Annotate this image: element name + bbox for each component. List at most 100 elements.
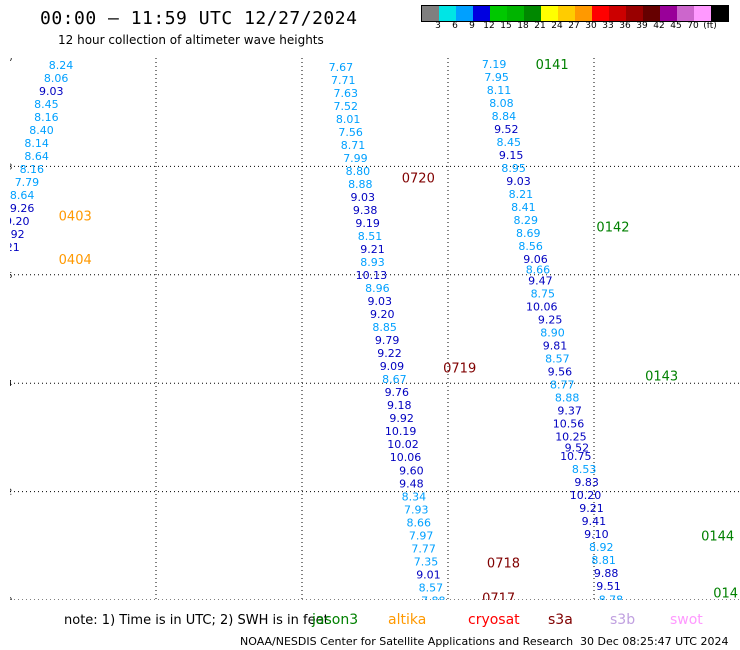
- wave-height-value: 9.37: [557, 405, 582, 418]
- wave-height-value: 10.56: [553, 418, 585, 431]
- wave-height-value: 7.88: [421, 594, 446, 600]
- color-swatch: [711, 6, 728, 21]
- wave-height-value: 8.11: [487, 84, 512, 97]
- wave-height-value: 10.75: [560, 450, 592, 463]
- pass-time-label: 0404: [59, 253, 92, 268]
- wave-height-value: 8.16: [20, 163, 45, 176]
- color-legend-label: 9: [469, 21, 475, 31]
- color-swatch: [524, 6, 541, 21]
- wave-height-value: 9.18: [387, 399, 412, 412]
- wave-height-value: 8.40: [29, 124, 54, 137]
- color-legend-label: 18: [517, 21, 529, 31]
- wave-height-value: 9.21: [579, 502, 604, 515]
- color-swatch: [626, 6, 643, 21]
- wave-height-value: 8.06: [44, 72, 69, 85]
- wave-height-value: 9.03: [39, 85, 64, 98]
- wave-height-value: 8.81: [591, 554, 616, 567]
- color-legend-label: 15: [500, 21, 512, 31]
- color-legend-label: 45: [670, 21, 682, 31]
- wave-height-value: 9.92: [10, 228, 25, 241]
- color-swatch: [507, 6, 524, 21]
- color-swatch: [473, 6, 490, 21]
- wave-height-value: 8.24: [49, 59, 74, 72]
- wave-height-value: 8.95: [501, 162, 526, 175]
- wave-height-value: 9.92: [389, 412, 414, 425]
- lat-tick-label: 12: [10, 488, 12, 497]
- wave-height-value: 9.47: [528, 275, 553, 288]
- wave-height-value: 9.60: [399, 464, 424, 477]
- wave-height-value: 8.57: [419, 581, 444, 594]
- color-legend-label: 3: [435, 21, 441, 31]
- color-swatch: [660, 6, 677, 21]
- color-swatch: [439, 6, 456, 21]
- lat-tick-label: 18: [10, 162, 12, 171]
- wave-height-value: 9.03: [506, 175, 531, 188]
- wave-height-value: 9.09: [380, 360, 405, 373]
- color-legend-label: 42: [653, 21, 665, 31]
- color-swatch: [575, 6, 592, 21]
- lat-tick-label: 10: [10, 596, 12, 600]
- wave-height-value: 9.20: [10, 215, 29, 228]
- wave-height-value: 8.51: [358, 230, 383, 243]
- wave-height-value: 7.63: [333, 87, 358, 100]
- wave-height-value: 7.77: [411, 542, 436, 555]
- wave-height-value: 7.67: [329, 61, 354, 74]
- wave-height-value: 7.97: [409, 529, 434, 542]
- wave-height-value: 9.26: [10, 202, 34, 215]
- wave-height-value: 8.66: [406, 516, 431, 529]
- wave-height-value: 8.34: [402, 490, 427, 503]
- color-legend-label: 21: [534, 21, 546, 31]
- wave-height-value: 8.16: [34, 111, 59, 124]
- pass-time-label: 0720: [402, 172, 435, 187]
- wave-height-value: 8.69: [516, 227, 541, 240]
- pass-time-label: 0142: [596, 220, 629, 235]
- wave-height-value: 7.35: [414, 555, 439, 568]
- pass-time-label: 0718: [487, 556, 520, 571]
- wave-height-value: 8.45: [497, 136, 522, 149]
- wave-height-value: 9.21: [360, 243, 385, 256]
- wave-height-value: 9.25: [538, 314, 563, 327]
- color-legend-bar: [421, 5, 729, 22]
- wave-height-value: 8.80: [346, 165, 371, 178]
- wave-height-value: 10.25: [555, 431, 587, 444]
- pass-time-label: 0144: [701, 529, 734, 544]
- wave-height-value: 8.88: [348, 178, 373, 191]
- color-swatch: [643, 6, 660, 21]
- wave-height-value: 7.79: [15, 176, 40, 189]
- wave-height-value: 8.56: [518, 240, 543, 253]
- footer-credit: NOAA/NESDIS Center for Satellite Applica…: [240, 635, 574, 648]
- wave-height-value: 9.41: [582, 515, 607, 528]
- color-legend-label: (ft): [703, 21, 717, 31]
- wave-height-value: 8.08: [489, 97, 514, 110]
- pass-time-label: 0403: [59, 210, 92, 225]
- wave-height-value: 8.64: [24, 150, 49, 163]
- satellite-label-swot: swot: [670, 612, 703, 628]
- wave-height-value: 8.85: [372, 321, 397, 334]
- wave-height-value: 8.77: [550, 379, 575, 392]
- wave-height-value: 9.76: [385, 386, 410, 399]
- satellite-label-cryosat: cryosat: [468, 612, 520, 628]
- satellite-label-s3a: s3a: [548, 612, 573, 628]
- pass-time-label: 014: [713, 586, 738, 600]
- pass-time-label: 0717: [482, 592, 515, 600]
- color-swatch: [592, 6, 609, 21]
- wave-height-value: 8.93: [360, 256, 385, 269]
- color-swatch: [609, 6, 626, 21]
- wave-height-value: 10.02: [387, 438, 419, 451]
- pass-time-label: 0141: [536, 58, 569, 73]
- wave-height-value: 10.19: [385, 425, 417, 438]
- wave-height-value: 9.51: [596, 580, 621, 593]
- color-swatch: [490, 6, 507, 21]
- wave-height-value: 9.03: [368, 295, 393, 308]
- wave-height-value: 8.14: [24, 137, 49, 150]
- wave-height-value: 8.96: [365, 282, 390, 295]
- wave-height-value: 7.19: [482, 58, 507, 71]
- lat-tick-label: 16: [10, 271, 12, 280]
- wave-height-value: 7.99: [343, 152, 368, 165]
- color-legend-label: 70: [687, 21, 699, 31]
- wave-height-value: 9.03: [351, 191, 376, 204]
- wave-height-value: 9.52: [494, 123, 519, 136]
- wave-height-value: 8.41: [511, 201, 536, 214]
- lat-tick-label: 14: [10, 379, 12, 388]
- wave-height-value: 10.13: [356, 269, 388, 282]
